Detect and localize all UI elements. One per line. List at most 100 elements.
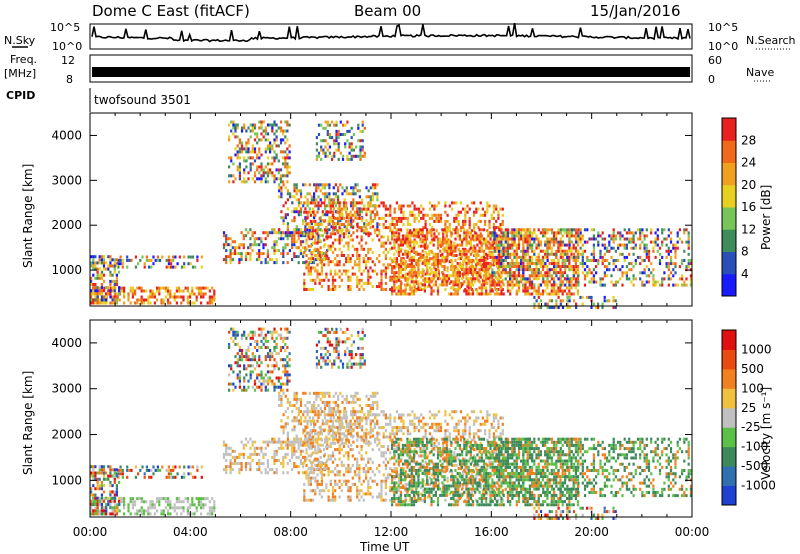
power-cell xyxy=(463,249,466,253)
power-cell xyxy=(430,286,433,290)
power-cell xyxy=(410,249,413,253)
power-cell xyxy=(107,264,110,268)
power-cell xyxy=(454,231,457,235)
velocity-cell xyxy=(291,428,294,432)
power-cell xyxy=(453,288,456,291)
power-cell xyxy=(559,274,562,278)
power-cell xyxy=(656,280,659,284)
power-cell xyxy=(452,268,455,272)
power-cell xyxy=(389,223,392,226)
power-cell xyxy=(340,213,343,217)
power-cell xyxy=(173,295,176,299)
power-cell xyxy=(264,138,267,142)
velocity-cell xyxy=(282,391,285,395)
power-cell xyxy=(113,283,116,286)
power-cell xyxy=(371,192,375,196)
power-cell xyxy=(500,255,503,259)
power-cell xyxy=(475,266,478,270)
power-cell xyxy=(376,225,379,229)
power-cell xyxy=(451,207,454,211)
velocity-cell xyxy=(115,474,118,478)
power-cell xyxy=(308,192,311,196)
velocity-cell xyxy=(211,509,214,513)
velocity-cell xyxy=(140,509,143,513)
power-cell xyxy=(369,186,372,190)
power-cell xyxy=(353,201,357,205)
power-cell xyxy=(238,156,241,160)
power-cell xyxy=(492,223,495,226)
power-cell xyxy=(444,260,447,264)
power-cell xyxy=(269,171,272,175)
velocity-cell xyxy=(92,477,95,481)
power-cell xyxy=(681,240,684,244)
velocity-cell xyxy=(264,452,267,456)
power-cell xyxy=(557,261,560,265)
power-cell xyxy=(513,274,516,278)
power-cell xyxy=(404,277,407,281)
power-cell xyxy=(455,219,458,223)
power-cell xyxy=(359,151,362,155)
power-cell xyxy=(286,162,289,166)
power-cell xyxy=(559,240,562,244)
power-cell xyxy=(187,255,190,259)
power-cell xyxy=(369,247,372,251)
power-cell xyxy=(674,255,677,259)
power-cell xyxy=(404,249,407,253)
power-cell xyxy=(555,252,558,256)
power-cell xyxy=(517,286,521,290)
power-cell xyxy=(550,274,554,278)
power-cell xyxy=(314,235,317,239)
power-cell xyxy=(509,283,512,287)
power-cell xyxy=(228,156,231,160)
power-cell xyxy=(264,177,267,181)
power-cell xyxy=(409,250,412,254)
power-cell xyxy=(127,295,130,299)
velocity-cell xyxy=(100,496,103,500)
power-cell xyxy=(338,263,341,267)
power-cell xyxy=(537,292,540,296)
power-cell xyxy=(238,258,241,262)
power-cell xyxy=(454,289,457,293)
power-cell xyxy=(334,195,337,199)
power-cell xyxy=(634,259,637,262)
power-cell xyxy=(436,258,440,262)
power-cell xyxy=(612,259,615,262)
power-cell xyxy=(423,246,426,250)
power-cell xyxy=(504,231,507,235)
power-cell xyxy=(524,240,527,244)
power-cell xyxy=(537,246,540,250)
power-cell xyxy=(100,295,103,299)
velocity-cell xyxy=(167,465,170,469)
power-cell xyxy=(325,257,328,261)
velocity-cell xyxy=(280,404,283,407)
velocity-cell xyxy=(321,443,324,447)
velocity-cell xyxy=(94,496,97,500)
power-cell xyxy=(572,271,575,275)
power-cell xyxy=(325,272,328,276)
power-cell xyxy=(415,280,418,284)
power-cell xyxy=(576,265,580,268)
power-cell xyxy=(319,240,322,244)
power-cell xyxy=(325,275,328,279)
power-cell xyxy=(255,237,259,241)
power-cell xyxy=(96,301,99,305)
power-cell xyxy=(404,216,407,220)
power-cell xyxy=(280,186,283,190)
power-cell xyxy=(458,274,461,278)
power-cell xyxy=(393,289,396,293)
power-cell xyxy=(323,198,327,202)
power-cell xyxy=(109,255,112,259)
power-cell xyxy=(491,277,494,281)
power-cell xyxy=(349,288,352,291)
power-cell xyxy=(393,271,396,275)
velocity-cell xyxy=(147,506,150,510)
power-cell xyxy=(528,261,531,265)
power-cell xyxy=(645,243,648,247)
power-cell xyxy=(465,274,468,278)
power-cell xyxy=(491,246,494,250)
power-cell xyxy=(458,265,461,268)
power-cell xyxy=(576,268,580,272)
power-cell xyxy=(561,292,564,296)
power-cell xyxy=(478,249,481,253)
power-cell xyxy=(482,292,486,296)
